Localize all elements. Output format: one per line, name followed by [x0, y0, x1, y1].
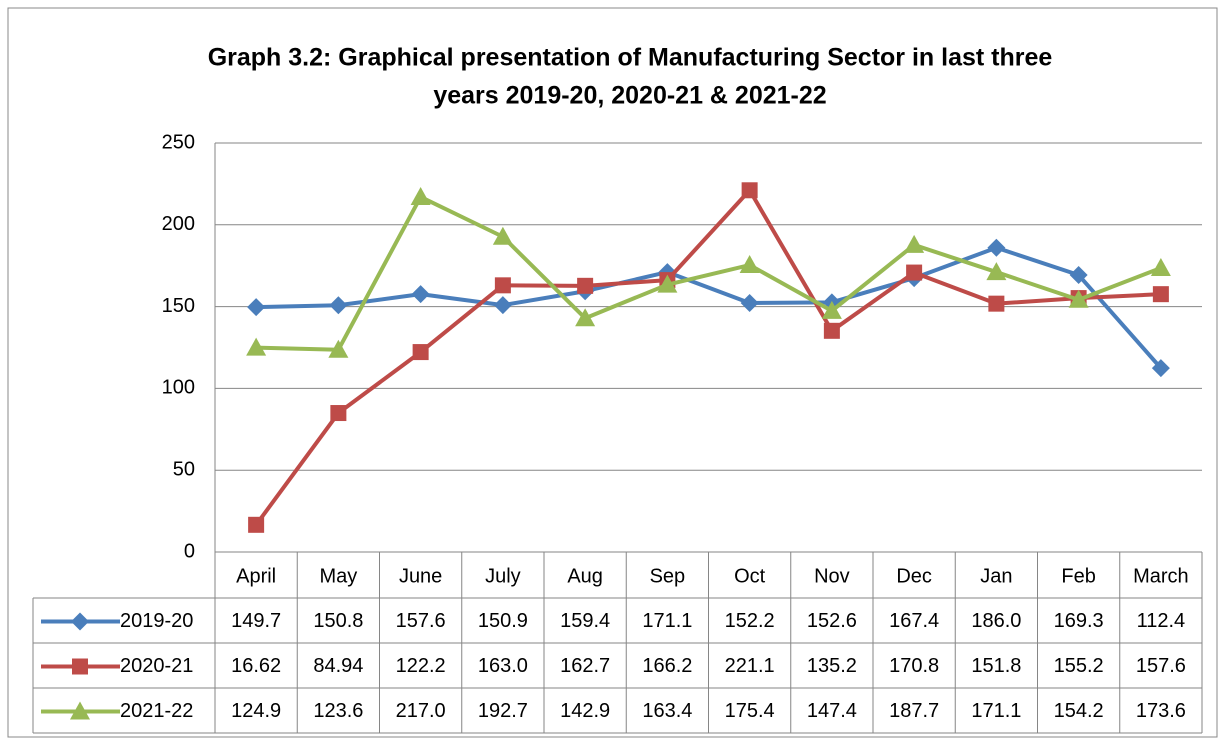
table-value: 149.7 — [231, 610, 281, 632]
x-tick-label: March — [1133, 565, 1189, 587]
data-point — [657, 274, 678, 293]
series-line — [256, 194, 1162, 352]
y-tick-label: 0 — [184, 540, 195, 562]
legend-label: 2019-20 — [120, 610, 193, 632]
table-value: 171.1 — [642, 610, 692, 632]
x-tick-label: Feb — [1061, 565, 1095, 587]
table-value: 175.4 — [725, 700, 775, 722]
x-tick-label: April — [236, 565, 276, 587]
data-point — [821, 300, 842, 319]
data-point — [740, 294, 759, 313]
table-value: 163.4 — [642, 700, 692, 722]
legend-label: 2020-21 — [120, 655, 193, 677]
data-point — [1152, 286, 1169, 303]
data-point — [1069, 266, 1088, 285]
chart-title: years 2019-20, 2020-21 & 2021-22 — [433, 82, 826, 110]
x-tick-label: May — [319, 565, 357, 587]
data-point — [330, 405, 347, 422]
table-value: 142.9 — [560, 700, 610, 722]
table-value: 155.2 — [1054, 655, 1104, 677]
y-tick-label: 100 — [162, 377, 195, 399]
x-tick-label: Dec — [896, 565, 932, 587]
legend-label: 2021-22 — [120, 700, 193, 722]
data-point — [411, 285, 430, 304]
table-value: 187.7 — [889, 700, 939, 722]
table-value: 147.4 — [807, 700, 857, 722]
table-value: 16.62 — [231, 655, 281, 677]
table-value: 192.7 — [478, 700, 528, 722]
data-point — [575, 308, 596, 327]
table-value: 112.4 — [1137, 610, 1186, 632]
table-value: 150.8 — [313, 610, 363, 632]
x-tick-label: Jan — [980, 565, 1012, 587]
legend-marker — [71, 612, 89, 631]
table-value: 123.6 — [313, 700, 363, 722]
data-point — [248, 516, 265, 533]
x-tick-label: Nov — [814, 565, 850, 587]
chart-title: Graph 3.2: Graphical presentation of Man… — [208, 44, 1053, 72]
data-point — [494, 277, 511, 294]
x-tick-label: July — [485, 565, 521, 587]
data-point — [906, 264, 923, 281]
table-value: 152.2 — [725, 610, 775, 632]
table-value: 171.1 — [971, 700, 1021, 722]
data-point — [741, 182, 758, 199]
y-tick-label: 50 — [173, 458, 195, 480]
y-tick-label: 250 — [162, 131, 195, 153]
y-tick-label: 200 — [162, 213, 195, 235]
series-line — [256, 245, 1163, 370]
x-tick-label: Aug — [567, 565, 603, 587]
table-value: 152.6 — [807, 610, 857, 632]
table-value: 173.6 — [1136, 700, 1186, 722]
table-value: 124.9 — [231, 700, 281, 722]
table-value: 163.0 — [478, 655, 528, 677]
table-value: 217.0 — [396, 700, 446, 722]
y-tick-label: 150 — [162, 295, 195, 317]
table-value: 157.6 — [1136, 655, 1186, 677]
data-point — [493, 296, 512, 315]
data-point — [904, 234, 925, 253]
data-point — [987, 238, 1006, 257]
data-point — [739, 255, 760, 274]
data-point — [410, 186, 431, 205]
table-value: 150.9 — [478, 610, 528, 632]
data-point — [1151, 359, 1170, 378]
table-value: 170.8 — [889, 655, 939, 677]
table-value: 159.4 — [560, 610, 610, 632]
table-value: 186.0 — [971, 610, 1021, 632]
x-tick-label: Sep — [650, 565, 686, 587]
table-value: 135.2 — [807, 655, 857, 677]
table-value: 122.2 — [396, 655, 446, 677]
data-point — [986, 262, 1007, 281]
legend-marker — [72, 658, 88, 675]
data-point — [988, 295, 1005, 312]
data-point — [247, 298, 266, 317]
table-value: 157.6 — [396, 610, 446, 632]
data-point — [492, 226, 513, 245]
data-point — [1150, 257, 1171, 276]
table-value: 166.2 — [642, 655, 692, 677]
data-point — [412, 344, 429, 361]
data-point — [329, 296, 348, 315]
chart-border — [7, 7, 1218, 738]
x-tick-label: Oct — [734, 565, 766, 587]
data-point — [246, 337, 267, 356]
table-value: 162.7 — [560, 655, 610, 677]
data-point — [1068, 289, 1089, 308]
data-point — [577, 277, 594, 294]
table-value: 221.1 — [725, 655, 775, 677]
table-value: 154.2 — [1054, 700, 1104, 722]
data-point — [328, 339, 349, 358]
legend-marker — [70, 701, 90, 720]
table-value: 167.4 — [889, 610, 939, 632]
series-line — [254, 188, 1161, 526]
table-value: 151.8 — [971, 655, 1021, 677]
data-point — [823, 322, 840, 339]
table-value: 169.3 — [1054, 610, 1104, 632]
x-tick-label: June — [399, 565, 442, 587]
table-value: 84.94 — [313, 655, 363, 677]
